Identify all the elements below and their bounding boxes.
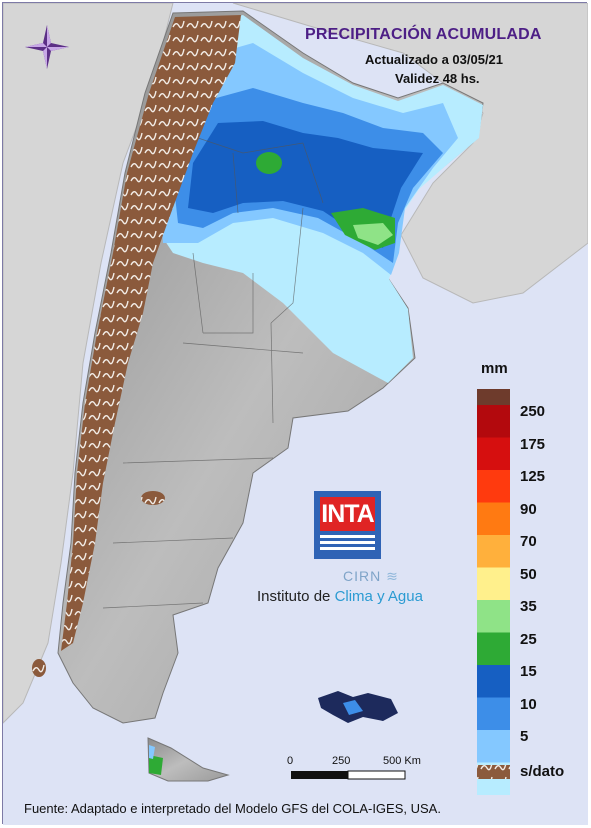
legend-label-10: 10: [520, 695, 537, 713]
inta-logo-stripes: [320, 535, 375, 553]
institute-prefix: Instituto de: [257, 588, 335, 605]
legend-swatch-10: [477, 697, 510, 730]
legend-nodata-swatch: [477, 765, 510, 779]
legend-swatch-250: [477, 405, 510, 438]
updated-date: Actualizado a 03/05/21: [365, 52, 504, 67]
legend-nodata-label: s/dato: [520, 763, 565, 780]
legend-label-125: 125: [520, 468, 546, 485]
neighbor-land-north: [232, 3, 588, 304]
cirn-text: CIRN: [343, 568, 382, 584]
legend-swatch-15: [477, 665, 510, 698]
tierra-del-fuego-rain: [149, 755, 163, 775]
legend-unit: mm: [481, 360, 508, 377]
legend-swatch-70: [477, 535, 510, 568]
wave-icon: ≋: [386, 568, 399, 584]
validity-period: Validez 48 hs.: [395, 71, 480, 86]
legend-label-15: 15: [520, 663, 537, 680]
legend-label-90: 90: [520, 500, 537, 518]
cirn-label: CIRN ≋: [343, 568, 399, 585]
precipitation-map: [3, 3, 588, 825]
legend-label-175: 175: [520, 435, 546, 453]
legend-label-35: 35: [520, 598, 537, 615]
legend-swatch-5: [477, 730, 510, 763]
legend-label-25: 25: [520, 630, 537, 648]
legend-label-250: 250: [520, 403, 546, 420]
legend-top-swatch: [477, 389, 510, 405]
rain-35mm: [353, 223, 393, 245]
province-boundaries: [102, 132, 324, 609]
scale-label-500: 500 Km: [383, 755, 421, 767]
scale-bar: [291, 770, 406, 780]
legend-swatch-175: [477, 437, 510, 470]
no-data-patch-a: [141, 491, 165, 505]
legend-swatch-125: [477, 470, 510, 503]
legend-label-70: 70: [520, 533, 537, 550]
institute-highlight: Clima y Agua: [334, 588, 423, 605]
source-footer: Fuente: Adaptado e interpretado del Mode…: [24, 801, 441, 816]
scale-label-250: 250: [332, 755, 351, 767]
institute-name: Instituto de Clima y Agua: [257, 588, 423, 605]
tierra-del-fuego: [147, 737, 230, 782]
legend-swatch-50: [477, 567, 510, 600]
legend-label-50: 50: [520, 565, 537, 583]
legend-swatch-25: [477, 632, 510, 665]
legend-swatch-35: [477, 600, 510, 633]
no-data-patch-b: [32, 659, 46, 677]
scale-label-0: 0: [287, 755, 294, 767]
tierra-del-fuego-rain-light: [149, 745, 155, 759]
compass-rose-icon: [25, 25, 69, 69]
map-title: PRECIPITACIÓN ACUMULADA: [305, 26, 542, 43]
rain-25mm-spot: [256, 152, 282, 174]
legend-label-5: 5: [520, 728, 529, 745]
andes-no-data: [61, 15, 241, 651]
malvinas-rain: [343, 700, 363, 715]
legend-swatch-90: [477, 502, 510, 535]
inta-logo-text: INTA: [320, 497, 375, 531]
inta-logo: INTA: [314, 491, 381, 559]
